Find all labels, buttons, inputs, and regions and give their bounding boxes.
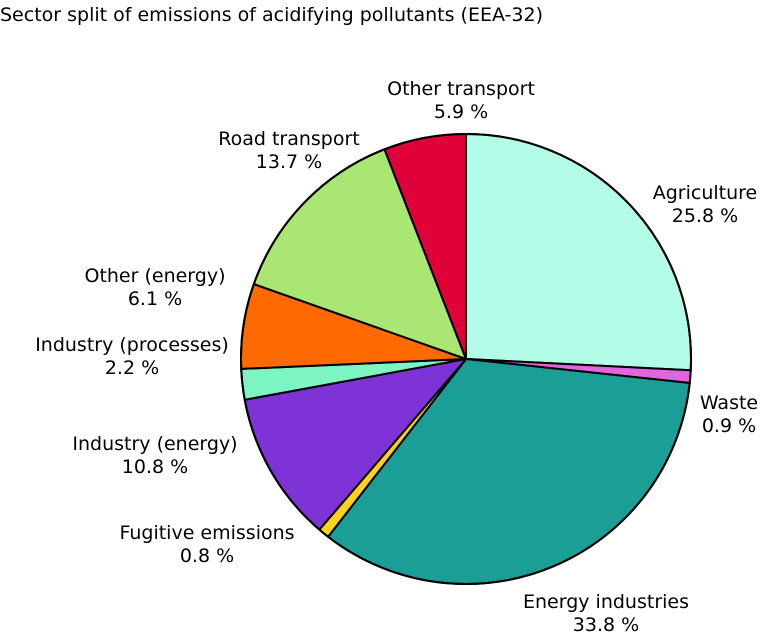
slice-label-industry-processes: Industry (processes) 2.2 % — [35, 334, 229, 379]
slice-label-energy-industries: Energy industries 33.8 % — [523, 591, 689, 633]
slice-value-energy-industries: 33.8 % — [573, 614, 639, 633]
slice-name-energy-industries: Energy industries — [523, 591, 689, 613]
slice-value-agriculture: 25.8 % — [672, 205, 738, 227]
chart-title: Sector split of emissions of acidifying … — [0, 4, 543, 26]
slice-value-other-energy: 6.1 % — [128, 288, 182, 310]
slice-label-road-transport: Road transport 13.7 % — [218, 128, 360, 173]
slice-name-waste: Waste — [700, 392, 758, 414]
slice-name-road-transport: Road transport — [218, 128, 360, 150]
slice-name-other-energy: Other (energy) — [84, 265, 225, 287]
slice-label-other-energy: Other (energy) 6.1 % — [84, 265, 225, 310]
slice-name-other-transport: Other transport — [387, 78, 535, 100]
slice-name-industry-energy: Industry (energy) — [72, 433, 237, 455]
slice-label-other-transport: Other transport 5.9 % — [387, 78, 535, 123]
slice-value-waste: 0.9 % — [702, 415, 756, 437]
slice-name-agriculture: Agriculture — [653, 182, 758, 204]
slice-label-agriculture: Agriculture 25.8 % — [653, 182, 758, 227]
slice-label-industry-energy: Industry (energy) 10.8 % — [72, 433, 237, 478]
slice-name-industry-processes: Industry (processes) — [35, 334, 229, 356]
slice-value-other-transport: 5.9 % — [434, 101, 488, 123]
pie-slice-agriculture — [465, 133, 693, 372]
slice-value-road-transport: 13.7 % — [256, 151, 322, 173]
slice-value-industry-processes: 2.2 % — [105, 357, 159, 379]
slice-name-fugitive-emissions: Fugitive emissions — [119, 522, 294, 544]
slice-value-industry-energy: 10.8 % — [122, 456, 188, 478]
slice-value-fugitive-emissions: 0.8 % — [180, 545, 234, 567]
pie-outline — [240, 133, 692, 585]
slice-label-fugitive-emissions: Fugitive emissions 0.8 % — [119, 522, 294, 567]
slice-label-waste: Waste 0.9 % — [700, 392, 758, 437]
